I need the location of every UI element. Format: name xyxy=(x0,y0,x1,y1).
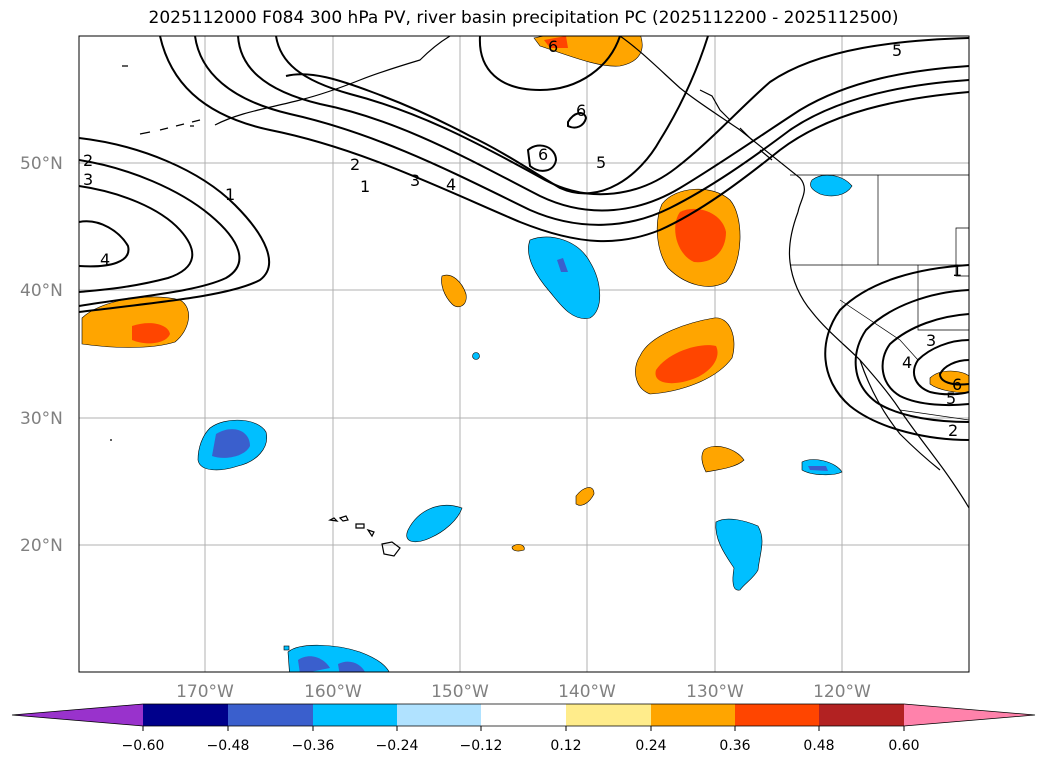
lon-label: 140°W xyxy=(558,682,616,702)
colorbar-segment xyxy=(566,704,651,726)
contour-label: 5 xyxy=(946,389,956,408)
contour-label: 1 xyxy=(225,185,235,204)
colorbar-tick-label: −0.12 xyxy=(460,738,503,754)
precipitation-shading xyxy=(81,36,969,672)
contour-label: 4 xyxy=(902,353,912,372)
contour-label: 2 xyxy=(350,155,360,174)
colorbar-tick-label: 0.60 xyxy=(888,738,919,754)
lat-label: 40°N xyxy=(20,281,63,301)
contour-label: 2 xyxy=(948,421,958,440)
lat-label: 30°N xyxy=(20,409,63,429)
colorbar-segment xyxy=(397,704,481,726)
lon-label: 120°W xyxy=(813,682,871,702)
contour-label: 6 xyxy=(538,145,548,164)
contour-label: 6 xyxy=(548,37,558,56)
contour-label: 5 xyxy=(596,153,606,172)
lon-label: 150°W xyxy=(431,682,489,702)
contour-label: 4 xyxy=(446,175,456,194)
latitude-labels: 50°N 40°N 30°N 20°N xyxy=(20,154,63,556)
contour-label: 6 xyxy=(576,101,586,120)
colorbar-tick-label: 0.36 xyxy=(719,738,750,754)
borders xyxy=(790,174,969,421)
lon-label: 130°W xyxy=(686,682,744,702)
colorbar-tick-label: −0.60 xyxy=(122,738,165,754)
pv-contours xyxy=(79,36,969,441)
contour-label: 4 xyxy=(100,250,110,269)
colorbar-segment xyxy=(651,704,735,726)
map-title: 2025112000 F084 300 hPa PV, river basin … xyxy=(148,8,899,28)
contour-label: 1 xyxy=(952,261,962,280)
longitude-labels: 170°W 160°W 150°W 140°W 130°W 120°W xyxy=(176,682,871,702)
map-panel xyxy=(79,36,969,672)
lon-label: 160°W xyxy=(304,682,362,702)
colorbar-segment xyxy=(481,704,566,726)
map-frame xyxy=(78,35,970,673)
contour-label: 3 xyxy=(83,170,93,189)
colorbar-segment xyxy=(313,704,397,726)
colorbar-segment xyxy=(819,704,904,726)
colorbar-tick-label: 0.24 xyxy=(635,738,666,754)
contour-label: 6 xyxy=(952,375,962,394)
colorbar-segment xyxy=(143,704,228,726)
colorbar-tick-label: −0.24 xyxy=(376,738,419,754)
contour-label: 3 xyxy=(410,171,420,190)
colorbar-arrow-right xyxy=(904,704,1035,726)
contour-label: 2 xyxy=(83,151,93,170)
contour-labels: 2 3 1 4 2 1 3 4 6 6 5 5 1 3 4 2 5 6 6 xyxy=(83,37,962,440)
contour-label: 5 xyxy=(892,41,902,60)
colorbar-segment xyxy=(228,704,313,726)
contour-label: 3 xyxy=(926,331,936,350)
contour-label: 1 xyxy=(360,177,370,196)
lon-label: 170°W xyxy=(176,682,234,702)
colorbar-tick-label: 0.12 xyxy=(550,738,581,754)
colorbar-tick-label: 0.48 xyxy=(803,738,834,754)
colorbar-tick-label: −0.48 xyxy=(207,738,250,754)
colorbar-segment xyxy=(735,704,819,726)
colorbar: −0.60 −0.48 −0.36 −0.24 −0.12 0.12 0.24 … xyxy=(11,703,1036,754)
lat-label: 20°N xyxy=(20,536,63,556)
colorbar-arrow-left xyxy=(12,704,143,726)
colorbar-tick-label: −0.36 xyxy=(292,738,335,754)
lat-label: 50°N xyxy=(20,154,63,174)
